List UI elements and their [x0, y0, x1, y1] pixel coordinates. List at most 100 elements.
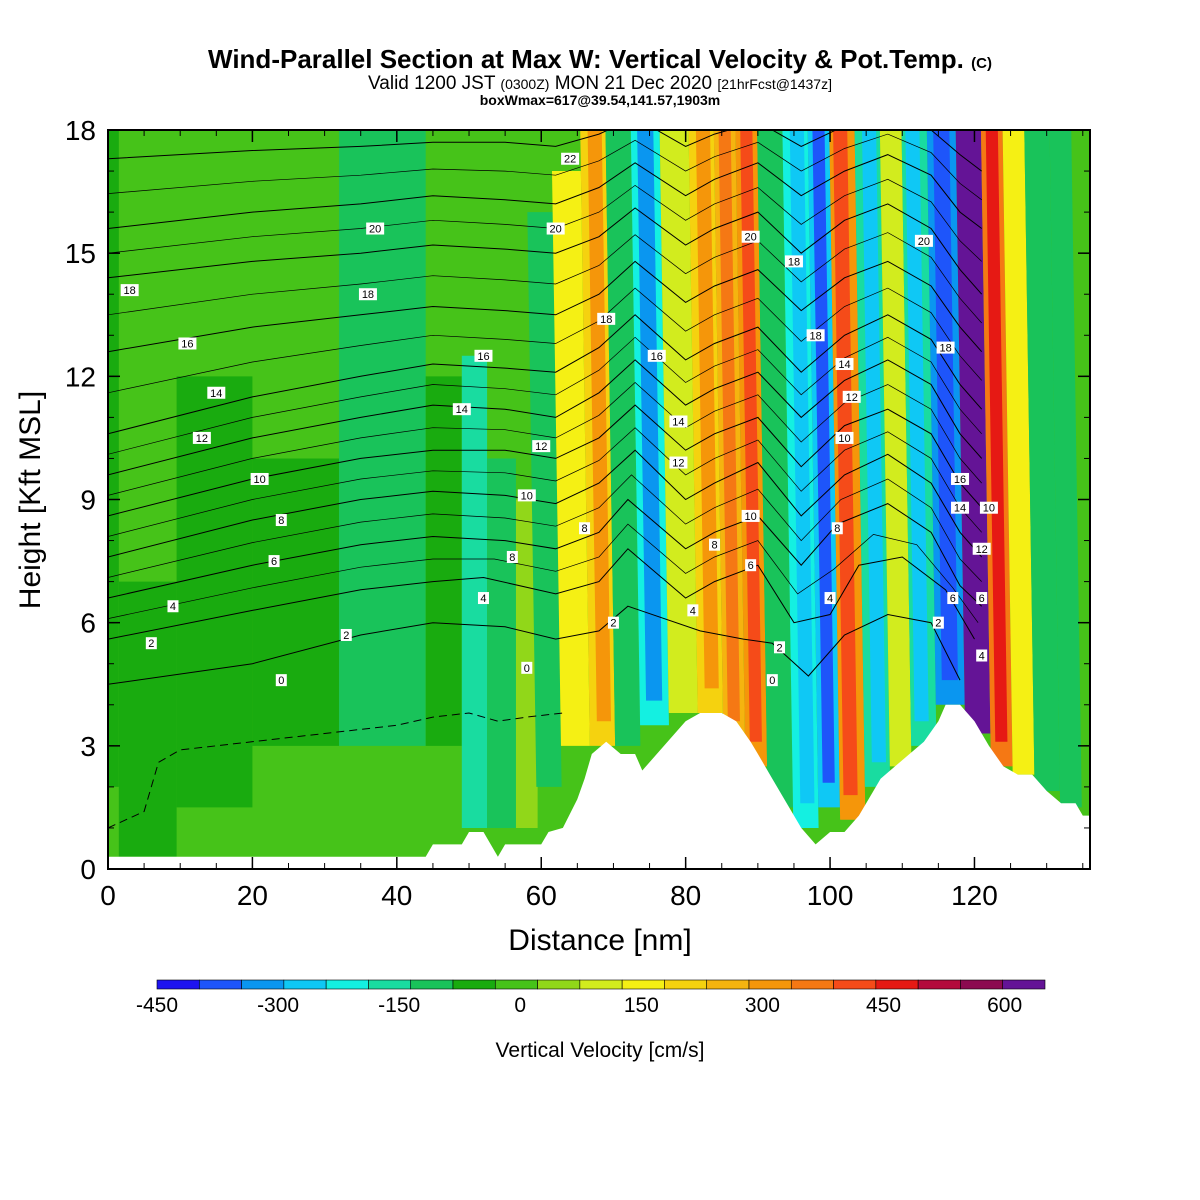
- w-band: [527, 212, 562, 787]
- colorbar-segment: [1002, 979, 1046, 990]
- theta-contour: [108, 605, 961, 685]
- contour-label-bg: [521, 661, 533, 674]
- contour-label-bg: [806, 329, 825, 342]
- contour-label: 12: [196, 433, 208, 445]
- w-band-core: [833, 130, 858, 796]
- w-band: [605, 130, 641, 746]
- contour-label: 0: [278, 675, 284, 687]
- contour-label-bg: [835, 431, 854, 444]
- theta-contour-minor: [108, 427, 982, 537]
- contour-label: 16: [477, 351, 489, 363]
- x-axis-label: Distance [nm]: [508, 924, 691, 957]
- w-band-core: [812, 130, 835, 783]
- contour-label-bg: [517, 489, 536, 502]
- contour-label-bg: [936, 341, 955, 354]
- colorbar-segment: [325, 979, 369, 990]
- theta-contour: [108, 130, 983, 172]
- contour-label-bg: [947, 592, 959, 605]
- contour-label-bg: [687, 604, 699, 617]
- contour-label: 2: [148, 638, 154, 650]
- contour-label-bg: [835, 358, 854, 371]
- contour-label-bg: [561, 152, 580, 165]
- y-tick-label: 0: [80, 854, 96, 885]
- w-band-core: [985, 130, 1008, 742]
- subtitle-date: MON 21 Dec 2020: [554, 73, 713, 94]
- y-tick-label: 15: [65, 238, 96, 269]
- contour-label-bg: [831, 522, 843, 535]
- theta-contour-minor: [108, 232, 982, 324]
- contour-label: 14: [672, 416, 684, 428]
- contour-label: 2: [776, 642, 782, 654]
- contour-label-bg: [340, 628, 352, 641]
- theta-contour-minor: [108, 336, 982, 455]
- x-tick-label: 80: [670, 880, 701, 911]
- colorbar-label: Vertical Velocity [cm/s]: [496, 1039, 705, 1062]
- contour-label-bg: [579, 522, 591, 535]
- colorbar-tick-label: 0: [514, 994, 526, 1017]
- contour-label-bg: [167, 600, 179, 613]
- contour-label: 4: [979, 651, 985, 663]
- subtitle-valid: Valid 1200 JST: [368, 73, 496, 94]
- chart-info-line: boxWmax=617@39.54,141.57,1903m: [479, 92, 721, 108]
- y-axis-label: Height [Kft MSL]: [14, 391, 47, 609]
- colorbar-segment: [198, 979, 242, 990]
- contour-label-bg: [474, 349, 493, 362]
- colorbar-segment: [917, 979, 961, 990]
- colorbar-tick-label: -150: [378, 994, 420, 1017]
- contour-label-bg: [976, 649, 988, 662]
- contour-label: 14: [210, 388, 222, 400]
- contour-label-bg: [250, 472, 269, 485]
- contour-label-bg: [275, 674, 287, 687]
- contour-label: 18: [809, 330, 821, 342]
- contour-label: 0: [524, 663, 530, 675]
- colorbar-tick-label: -450: [136, 994, 178, 1017]
- w-band: [461, 355, 488, 828]
- contour-label: 8: [711, 540, 717, 552]
- colorbar-tick-label: 600: [987, 994, 1022, 1017]
- contour-label-bg: [532, 440, 551, 453]
- contour-label-bg: [358, 288, 377, 301]
- theta-contour-minor: [108, 474, 982, 582]
- contour-label-bg: [275, 514, 287, 527]
- contour-label: 4: [170, 601, 176, 613]
- contour-label-bg: [951, 501, 970, 514]
- colorbar-tick-label: -300: [257, 994, 299, 1017]
- contour-label-bg: [207, 386, 226, 399]
- w-band: [879, 130, 912, 767]
- theta-contour-minor: [108, 382, 982, 496]
- theta-contour: [108, 203, 983, 295]
- x-tick-label: 60: [526, 880, 557, 911]
- contour-label-bg: [178, 337, 197, 350]
- contour-label: 22: [564, 154, 576, 166]
- colorbar-segment: [494, 979, 538, 990]
- contour-label-bg: [607, 616, 619, 629]
- contour-label-bg: [669, 415, 688, 428]
- contour-label-bg: [268, 555, 280, 568]
- contour-label: 4: [690, 605, 696, 617]
- x-tick-label: 0: [100, 880, 116, 911]
- colorbar-segment: [368, 979, 412, 990]
- theta-contour: [108, 359, 983, 476]
- y-tick-label: 3: [80, 731, 96, 762]
- contour-label-bg: [745, 559, 757, 572]
- terrain: [108, 704, 1090, 869]
- contour-label: 18: [124, 285, 136, 297]
- w-band-core: [587, 130, 611, 722]
- theta-contour: [108, 314, 983, 435]
- contour-label-bg: [192, 431, 211, 444]
- contour-label: 2: [343, 630, 349, 642]
- contour-label: 14: [954, 503, 966, 515]
- colorbar-segment: [452, 979, 496, 990]
- contour-label-bg: [145, 637, 157, 650]
- contour-label: 20: [369, 224, 381, 236]
- colorbar-segment: [664, 979, 708, 990]
- y-tick-label: 6: [80, 608, 96, 639]
- colorbar-segment: [537, 979, 581, 990]
- x-tick-label: 120: [951, 880, 998, 911]
- contour-label: 12: [976, 544, 988, 556]
- contour-label: 2: [610, 618, 616, 630]
- contour-label-bg: [932, 616, 944, 629]
- contour-label: 10: [521, 490, 533, 502]
- colorbar-tick-label: 450: [866, 994, 901, 1017]
- contour-label-bg: [366, 222, 385, 235]
